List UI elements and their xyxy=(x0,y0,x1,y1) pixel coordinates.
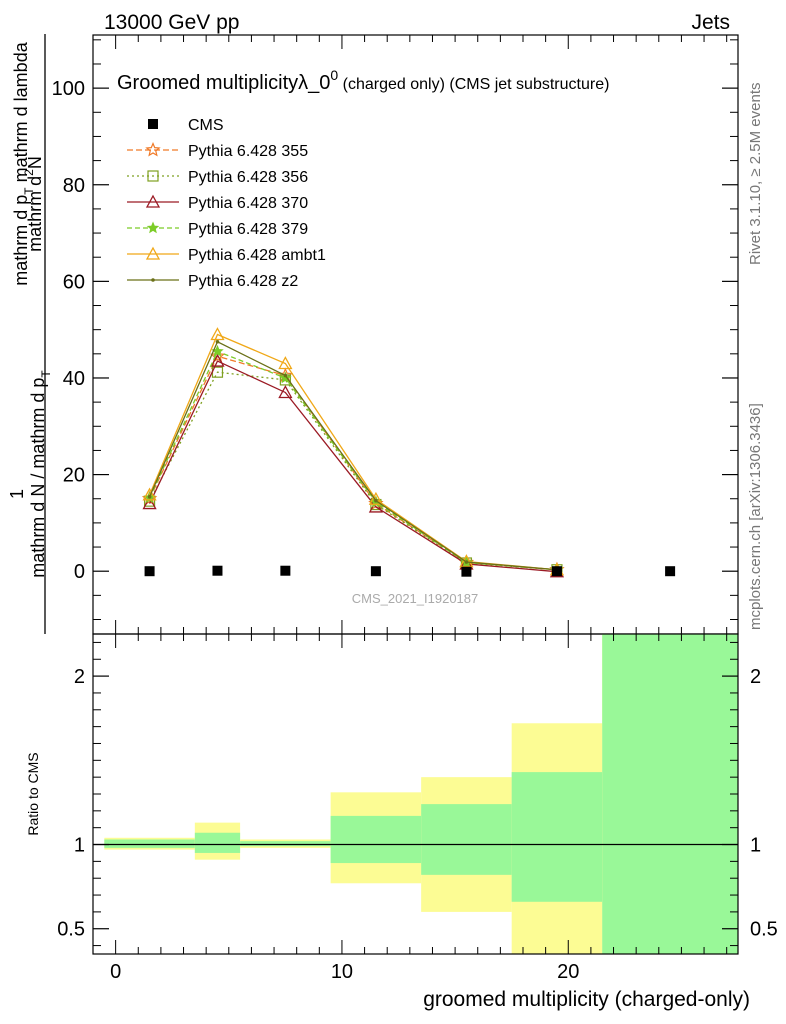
legend-marker xyxy=(151,278,155,282)
series-point xyxy=(368,491,383,505)
header-category: Jets xyxy=(691,11,730,34)
ratio-y-label: Ratio to CMS xyxy=(25,752,41,835)
ratio-y-tick-label-right: 1 xyxy=(750,835,761,857)
legend-label: CMS xyxy=(188,117,224,134)
y-axis-label-numerator-top: mathrm d2N xyxy=(22,156,45,252)
y-tick-label: 0 xyxy=(74,561,85,583)
y-label-den-a: mathrm d N / mathrm d p xyxy=(28,378,48,578)
y-label-num-n: N xyxy=(25,156,45,169)
series-line xyxy=(148,333,558,571)
ratio-y-tick-label-right: 2 xyxy=(750,666,761,688)
series-point xyxy=(147,495,152,499)
legend-label: Pythia 6.428 356 xyxy=(188,169,308,186)
data-point xyxy=(280,565,291,576)
legend-label: Pythia 6.428 379 xyxy=(188,221,308,238)
series-point xyxy=(210,327,225,341)
legend-label: Pythia 6.428 ambt1 xyxy=(188,247,326,264)
legend-marker xyxy=(145,246,161,260)
y-label-one: 1 xyxy=(7,489,27,499)
ratio-stat-band xyxy=(240,841,331,847)
y-tick-label: 100 xyxy=(52,78,85,100)
series-point xyxy=(278,385,293,399)
series-point xyxy=(283,373,288,378)
ratio-y-tick-label-right: 0.5 xyxy=(750,919,778,941)
y-tick-label: 20 xyxy=(63,465,85,487)
rivet-info: Rivet 3.1.10, ≥ 2.5M events xyxy=(747,83,764,266)
y-label-num-sub: T xyxy=(22,187,36,195)
legend-marker xyxy=(147,170,159,182)
data-point xyxy=(551,566,562,577)
legend-marker xyxy=(148,119,158,129)
legend: CMS Pythia 6.428 355 Pythia 6.428 356 Pythi… xyxy=(127,117,326,290)
x-tick-label: 10 xyxy=(331,961,353,983)
series-point xyxy=(215,339,220,344)
y-tick-label: 60 xyxy=(63,271,85,293)
y-label-num-d: mathrm d xyxy=(25,176,45,252)
y-tick-label: 40 xyxy=(63,368,85,390)
ratio-y-tick-label: 0.5 xyxy=(57,919,85,941)
legend-label: Pythia 6.428 370 xyxy=(188,195,308,212)
data-point xyxy=(212,565,223,576)
ratio-stat-band xyxy=(602,634,738,954)
legend-label: Pythia 6.428 z2 xyxy=(188,273,298,290)
series-point xyxy=(459,554,474,568)
x-tick-label: 20 xyxy=(557,961,579,983)
data-point xyxy=(461,566,472,577)
series-line xyxy=(149,371,557,571)
y-tick-label: 80 xyxy=(63,175,85,197)
y-label-num-end: mathrm d lambda xyxy=(11,41,31,187)
chart-title-sup: 0 xyxy=(330,67,338,83)
series-line xyxy=(148,340,558,571)
series-point xyxy=(142,487,157,501)
legend-marker xyxy=(146,221,160,234)
chart-title-suffix: (charged only) (CMS jet substructure) xyxy=(338,76,609,93)
series-point xyxy=(210,353,225,367)
series-point xyxy=(278,356,293,370)
series-point xyxy=(374,498,378,503)
data-point xyxy=(144,566,155,577)
x-axis-label: groomed multiplicity (charged-only) xyxy=(423,988,750,1011)
y-label-denominator: mathrm d N / mathrm d pT xyxy=(28,370,53,578)
chart-title-main: Groomed multiplicityλ_0 xyxy=(117,72,330,94)
ratio-stat-band xyxy=(511,772,603,902)
ratio-y-tick-label: 2 xyxy=(74,666,85,688)
y-label-num-sup: 2 xyxy=(22,169,36,176)
mcplots-info: mcplots.cern.ch [arXiv:1306.3436] xyxy=(747,403,764,630)
ratio-stat-band xyxy=(194,832,241,853)
ratio-y-tick-label: 1 xyxy=(74,835,85,857)
ratio-stat-band xyxy=(421,804,512,875)
series-line xyxy=(148,355,558,571)
y-label-num-dp: mathrm d p xyxy=(11,195,31,286)
ratio-stat-band xyxy=(330,815,422,864)
series-point xyxy=(142,496,157,510)
series-line xyxy=(148,360,558,573)
legend-marker xyxy=(145,141,161,157)
analysis-watermark: CMS_2021_I1920187 xyxy=(352,591,479,606)
y-label-numerator-second: mathrm d pT mathrm d lambda xyxy=(11,41,36,285)
series-point xyxy=(464,560,469,564)
data-point xyxy=(665,566,676,577)
data-point xyxy=(370,566,381,577)
x-tick-label: 0 xyxy=(110,961,121,983)
legend-marker xyxy=(145,194,161,208)
header-energy: 13000 GeV pp xyxy=(104,11,239,34)
y-label-den-sub: T xyxy=(39,370,53,378)
series-point xyxy=(209,348,226,363)
chart-title: Groomed multiplicityλ_00 (charged only) … xyxy=(117,67,609,94)
ratio-stat-band xyxy=(104,839,195,848)
legend-label: Pythia 6.428 355 xyxy=(188,143,308,160)
